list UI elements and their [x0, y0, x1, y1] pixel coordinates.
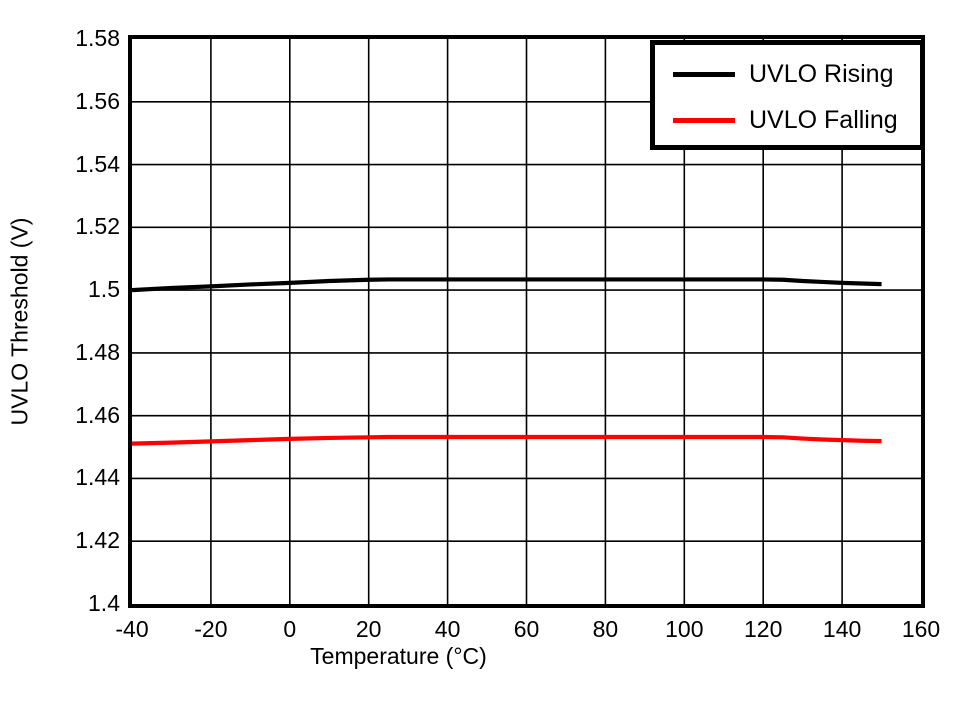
- legend-swatch-uvlo-rising: [673, 71, 735, 77]
- y-axis-tick-labels: 1.4 1.42 1.44 1.46 1.48 1.5 1.52 1.54 1.56 1.58: [48, 0, 120, 701]
- series-line-uvlo-falling: [132, 434, 882, 446]
- x-tick-label: 120: [744, 616, 783, 642]
- x-tick-label: 140: [822, 616, 862, 642]
- y-tick-label: 1.46: [75, 401, 120, 428]
- legend-entry-uvlo-falling: UVLO Falling: [655, 97, 920, 143]
- x-axis-title: Temperature (°C): [310, 643, 487, 669]
- y-tick-label: 1.56: [75, 87, 120, 114]
- y-tick-label: 1.54: [75, 150, 120, 177]
- y-tick-label: 1.44: [75, 464, 120, 491]
- series-line-uvlo-rising: [132, 277, 882, 293]
- y-tick-label: 1.52: [75, 213, 120, 240]
- legend: UVLO Rising UVLO Falling: [650, 40, 925, 150]
- x-tick-label: 160: [901, 616, 941, 642]
- x-tick-label: 20: [355, 616, 382, 642]
- x-tick-label: -20: [194, 616, 228, 642]
- y-tick-label: 1.42: [75, 527, 120, 554]
- legend-label-uvlo-rising: UVLO Rising: [749, 59, 894, 88]
- legend-label-uvlo-falling: UVLO Falling: [749, 105, 898, 134]
- y-tick-label: 1.4: [88, 590, 120, 616]
- y-tick-label: 1.58: [75, 25, 120, 51]
- y-tick-label: 1.48: [75, 338, 120, 365]
- legend-swatch-uvlo-falling: [673, 117, 735, 123]
- x-tick-label: 40: [434, 616, 461, 642]
- data-series-layer: [132, 277, 882, 446]
- x-tick-label: 100: [665, 616, 704, 642]
- plot-inner: [132, 39, 921, 604]
- x-tick-label: 60: [513, 616, 540, 642]
- x-tick-label: 80: [592, 616, 619, 642]
- legend-entry-uvlo-rising: UVLO Rising: [655, 51, 920, 97]
- x-tick-label: 0: [283, 616, 297, 642]
- gridlines: [132, 39, 921, 604]
- y-tick-label: 1.5: [88, 276, 120, 303]
- x-tick-label: -40: [115, 616, 149, 642]
